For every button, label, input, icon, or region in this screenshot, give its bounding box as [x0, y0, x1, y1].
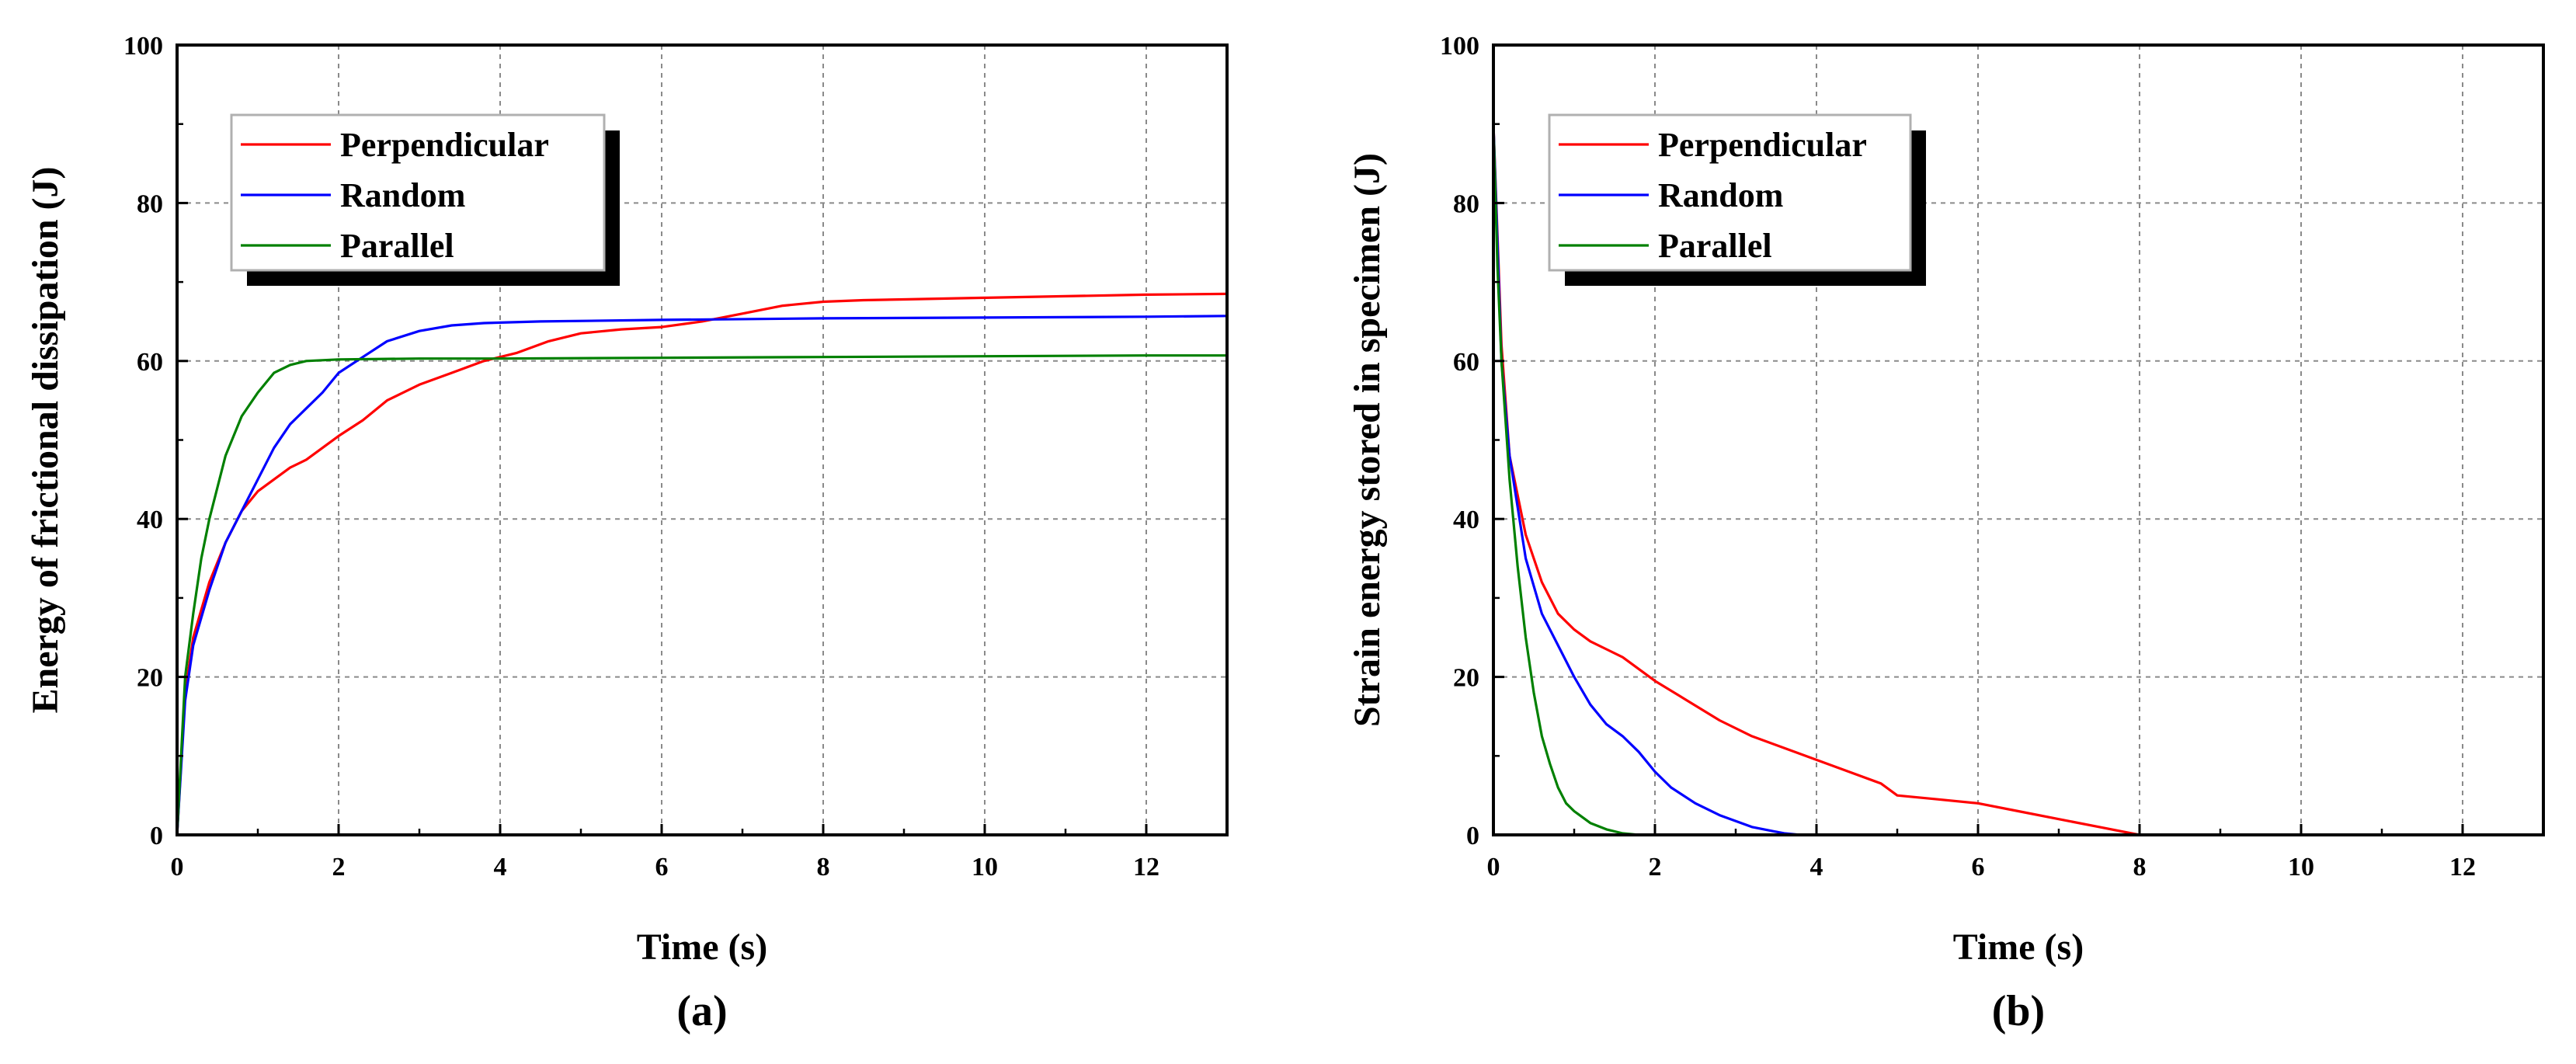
ticks-b: 0 2 4 6 8 10 12 0 20 40 60 80 100: [1440, 32, 2476, 881]
x-tick-label-b: 12: [2449, 853, 2476, 881]
x-tick-label-a: 6: [655, 853, 669, 881]
x-tick-label-a: 10: [972, 853, 998, 881]
x-axis-label-b: Time (s): [1953, 927, 2084, 968]
legend-label-parallel-a: Parallel: [340, 227, 454, 265]
legend-label-random-b: Random: [1658, 176, 1783, 214]
x-tick-label-b: 2: [1649, 853, 1662, 881]
series-line-random-a: [176, 315, 1229, 836]
y-tick-label-a: 100: [123, 32, 163, 61]
x-tick-label-b: 4: [1810, 853, 1823, 881]
x-tick-label-a: 0: [171, 853, 184, 881]
panel-a: 0 2 4 6 8 10 12 0 20 40 60 80 100 Perpendicular Rando…: [25, 32, 1229, 1035]
legend-b: Perpendicular Random Parallel: [1548, 113, 1926, 286]
panel-label-a: (a): [676, 987, 727, 1035]
y-tick-label-a: 60: [137, 348, 163, 377]
legend-label-perpendicular-a: Perpendicular: [340, 126, 549, 164]
legend-label-parallel-b: Parallel: [1658, 227, 1772, 265]
x-tick-label-b: 10: [2288, 853, 2314, 881]
y-axis-label-a: Energy of frictional dissipation (J): [25, 167, 66, 714]
y-tick-label-a: 40: [137, 506, 163, 534]
panel-b: 0 2 4 6 8 10 12 0 20 40 60 80 100 Perpendicular Rando…: [1347, 32, 2545, 1035]
x-tick-label-a: 8: [817, 853, 830, 881]
x-tick-label-a: 4: [494, 853, 507, 881]
ticks-a: 0 2 4 6 8 10 12 0 20 40 60 80 100: [123, 32, 1159, 881]
series-line-perpendicular-a: [176, 292, 1229, 836]
x-axis-label-a: Time (s): [637, 927, 767, 968]
series-line-random-b: [1492, 123, 2545, 836]
x-tick-label-b: 8: [2133, 853, 2147, 881]
y-tick-label-a: 80: [137, 190, 163, 218]
y-tick-label-a: 20: [137, 664, 163, 693]
y-tick-label-b: 20: [1453, 664, 1479, 693]
legend-label-perpendicular-b: Perpendicular: [1658, 126, 1867, 164]
legend-label-random-a: Random: [340, 176, 465, 214]
series-a: [176, 292, 1229, 836]
y-tick-label-a: 0: [150, 822, 163, 850]
x-tick-label-a: 2: [332, 853, 346, 881]
series-line-perpendicular-b: [1492, 123, 2545, 836]
y-tick-label-b: 80: [1453, 190, 1479, 218]
x-tick-label-a: 12: [1133, 853, 1159, 881]
panel-label-b: (b): [1992, 987, 2045, 1035]
y-tick-label-b: 60: [1453, 348, 1479, 377]
x-tick-label-b: 0: [1487, 853, 1500, 881]
y-tick-label-b: 40: [1453, 506, 1479, 534]
series-line-parallel-a: [176, 354, 1229, 836]
y-tick-label-b: 0: [1466, 822, 1479, 850]
y-axis-label-b: Strain energy stored in specimen (J): [1347, 153, 1388, 727]
y-tick-label-b: 100: [1440, 32, 1479, 61]
legend-a: Perpendicular Random Parallel: [230, 113, 620, 286]
x-tick-label-b: 6: [1972, 853, 1985, 881]
